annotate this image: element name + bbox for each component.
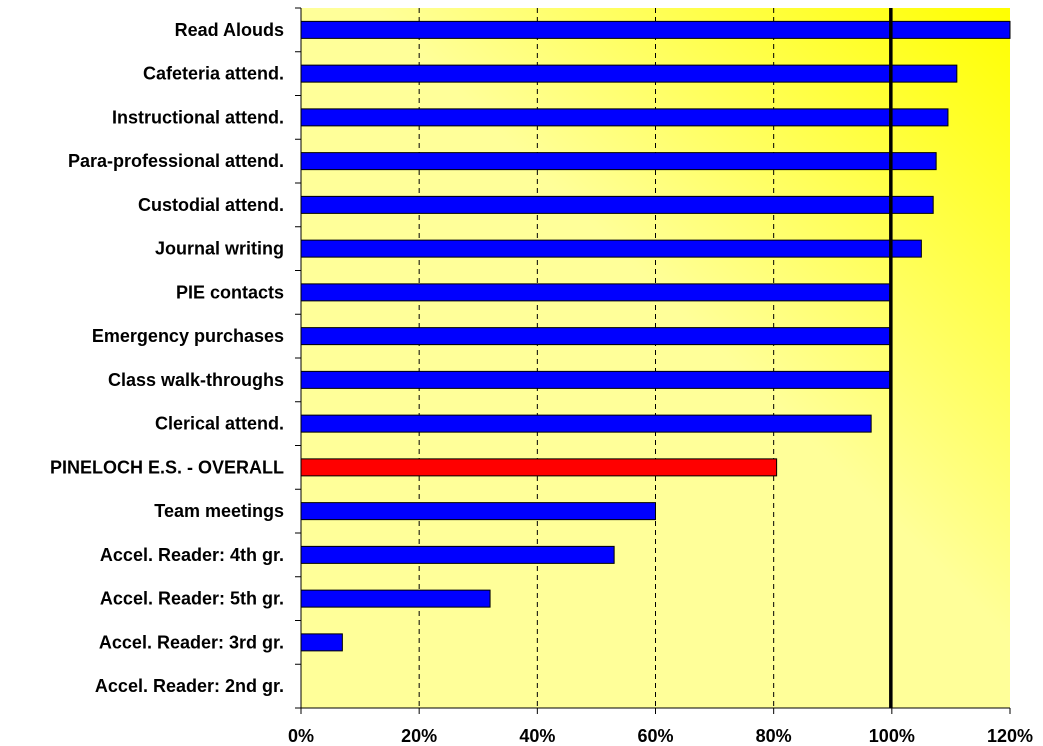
x-tick-label: 100%	[869, 726, 915, 746]
category-label: Instructional attend.	[112, 107, 284, 127]
axes	[295, 7, 1011, 714]
x-tick-label: 120%	[987, 726, 1033, 746]
category-label: Cafeteria attend.	[143, 64, 284, 84]
category-label: Accel. Reader: 5th gr.	[100, 589, 284, 609]
bar	[300, 370, 893, 389]
category-label: Read Alouds	[175, 20, 284, 40]
bar	[300, 414, 872, 433]
category-label: Clerical attend.	[155, 414, 284, 434]
bar	[300, 283, 893, 302]
category-label: Team meetings	[154, 501, 284, 521]
bar	[300, 327, 893, 346]
bar	[300, 589, 491, 608]
bar	[300, 502, 656, 521]
category-label: PIE contacts	[176, 282, 284, 302]
category-label: Accel. Reader: 4th gr.	[100, 545, 284, 565]
category-label: Custodial attend.	[138, 195, 284, 215]
bar-overall	[300, 458, 778, 477]
x-tick-label: 60%	[637, 726, 673, 746]
category-label: Accel. Reader: 2nd gr.	[95, 676, 284, 696]
bar	[300, 195, 934, 214]
bar	[300, 239, 922, 258]
x-tick-labels: 0% 20% 40% 60% 80% 100% 120%	[288, 726, 1033, 746]
category-label: Accel. Reader: 3rd gr.	[99, 632, 284, 652]
x-tick-label: 40%	[519, 726, 555, 746]
bar	[300, 545, 615, 564]
category-labels: Read Alouds Cafeteria attend. Instructiona…	[50, 20, 284, 696]
category-label: PINELOCH E.S. - OVERALL	[50, 457, 284, 477]
bar	[300, 64, 958, 83]
x-tick-label: 0%	[288, 726, 314, 746]
category-label: Class walk-throughs	[108, 370, 284, 390]
bar	[300, 152, 937, 171]
x-tick-label: 20%	[401, 726, 437, 746]
bar	[300, 108, 949, 127]
bar	[300, 633, 343, 652]
category-label: Para-professional attend.	[68, 151, 284, 171]
category-label: Journal writing	[155, 239, 284, 259]
category-label: Emergency purchases	[92, 326, 284, 346]
bar	[300, 20, 1011, 39]
x-tick-label: 80%	[756, 726, 792, 746]
